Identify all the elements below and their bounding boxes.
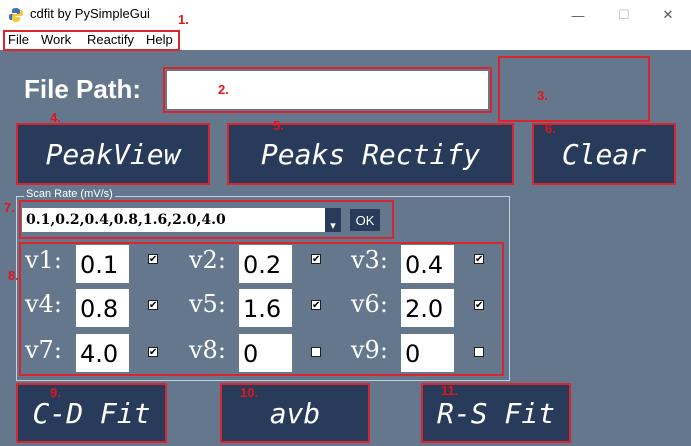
annotation-label-11: 11. <box>441 383 459 398</box>
v7-input[interactable]: 4.0 <box>76 334 129 372</box>
close-button[interactable]: ✕ <box>662 7 674 22</box>
browse-button[interactable] <box>500 58 648 120</box>
annotation-box-1 <box>3 30 180 51</box>
v5-checkbox[interactable]: ✔ <box>311 300 321 311</box>
dropdown-arrow-icon[interactable]: ▾ <box>325 208 341 232</box>
title-bar <box>0 0 691 30</box>
annotation-box-5 <box>227 123 514 185</box>
annotation-box-3 <box>498 56 650 122</box>
window-title: cdfit by PySimpleGui <box>30 6 150 21</box>
v6-checkbox[interactable]: ✔ <box>474 300 484 311</box>
scan-rate-legend: Scan Rate (mV/s) <box>24 188 115 200</box>
v9-input[interactable]: 0 <box>401 334 454 372</box>
annotation-box-9 <box>16 383 167 443</box>
v1-input[interactable]: 0.1 <box>76 245 129 283</box>
v8-checkbox[interactable] <box>311 347 321 357</box>
annotation-label-5: 5. <box>273 118 284 133</box>
menu-bar <box>0 30 691 50</box>
annotation-label-2: 2. <box>218 82 229 97</box>
maximize-button[interactable]: ☐ <box>618 7 630 22</box>
cd-fit-button[interactable]: C-D Fit <box>18 385 165 441</box>
avb-button[interactable]: avb <box>222 385 368 441</box>
peaks-rectify-button[interactable]: Peaks Rectify <box>229 125 512 183</box>
v9-label: v9: <box>351 336 388 364</box>
annotation-box-8 <box>19 242 504 376</box>
v6-label: v6: <box>351 290 388 318</box>
file-path-label: File Path: <box>24 74 142 104</box>
annotation-box-2 <box>163 67 492 113</box>
menu-work[interactable]: Work <box>41 32 72 47</box>
v8-label: v8: <box>189 336 226 364</box>
v4-input[interactable]: 0.8 <box>76 289 129 327</box>
annotation-label-9: 9. <box>50 385 61 400</box>
v3-checkbox[interactable]: ✔ <box>474 254 484 265</box>
v2-input[interactable]: 0.2 <box>239 245 292 283</box>
v9-checkbox[interactable] <box>474 347 484 357</box>
annotation-label-10: 10. <box>240 385 259 400</box>
annotation-label-4: 4. <box>50 110 61 125</box>
annotation-box-11 <box>421 383 571 443</box>
minimize-button[interactable]: — <box>571 7 585 23</box>
v4-checkbox[interactable]: ✔ <box>148 300 158 311</box>
v7-checkbox[interactable]: ✔ <box>148 347 158 358</box>
annotation-box-4 <box>16 123 210 185</box>
menu-reactify[interactable]: Reactify <box>87 32 134 47</box>
v7-label: v7: <box>25 336 62 364</box>
v3-input[interactable]: 0.4 <box>401 245 454 283</box>
annotation-label-7: 7. <box>4 200 15 215</box>
clear-button[interactable]: Clear <box>534 125 674 183</box>
peakview-button[interactable]: PeakView <box>18 125 208 183</box>
scan-rate-combo[interactable]: 0.1,0.2,0.4,0.8,1.6,2.0,4.0 <box>22 208 341 232</box>
annotation-label-1: 1. <box>178 12 189 27</box>
v1-label: v1: <box>25 246 62 274</box>
annotation-label-8: 8. <box>8 268 19 283</box>
v4-label: v4: <box>25 290 62 318</box>
v6-input[interactable]: 2.0 <box>401 289 454 327</box>
ok-button[interactable]: OK <box>350 209 380 231</box>
menu-file[interactable]: File <box>8 32 29 47</box>
v2-label: v2: <box>189 246 226 274</box>
annotation-label-3: 3. <box>537 88 548 103</box>
scan-rate-frame <box>16 196 510 381</box>
v3-label: v3: <box>351 246 388 274</box>
rs-fit-button[interactable]: R-S Fit <box>423 385 569 441</box>
v5-label: v5: <box>189 290 226 318</box>
menu-help[interactable]: Help <box>146 32 173 47</box>
v8-input[interactable]: 0 <box>239 334 292 372</box>
annotation-label-6: 6. <box>545 121 556 136</box>
file-path-input[interactable] <box>167 71 488 109</box>
annotation-box-7 <box>19 200 394 239</box>
annotation-box-10 <box>220 383 370 443</box>
v2-checkbox[interactable]: ✔ <box>311 254 321 265</box>
python-icon <box>9 8 23 22</box>
annotation-box-6 <box>532 123 676 185</box>
v5-input[interactable]: 1.6 <box>239 289 292 327</box>
v1-checkbox[interactable]: ✔ <box>148 254 158 265</box>
